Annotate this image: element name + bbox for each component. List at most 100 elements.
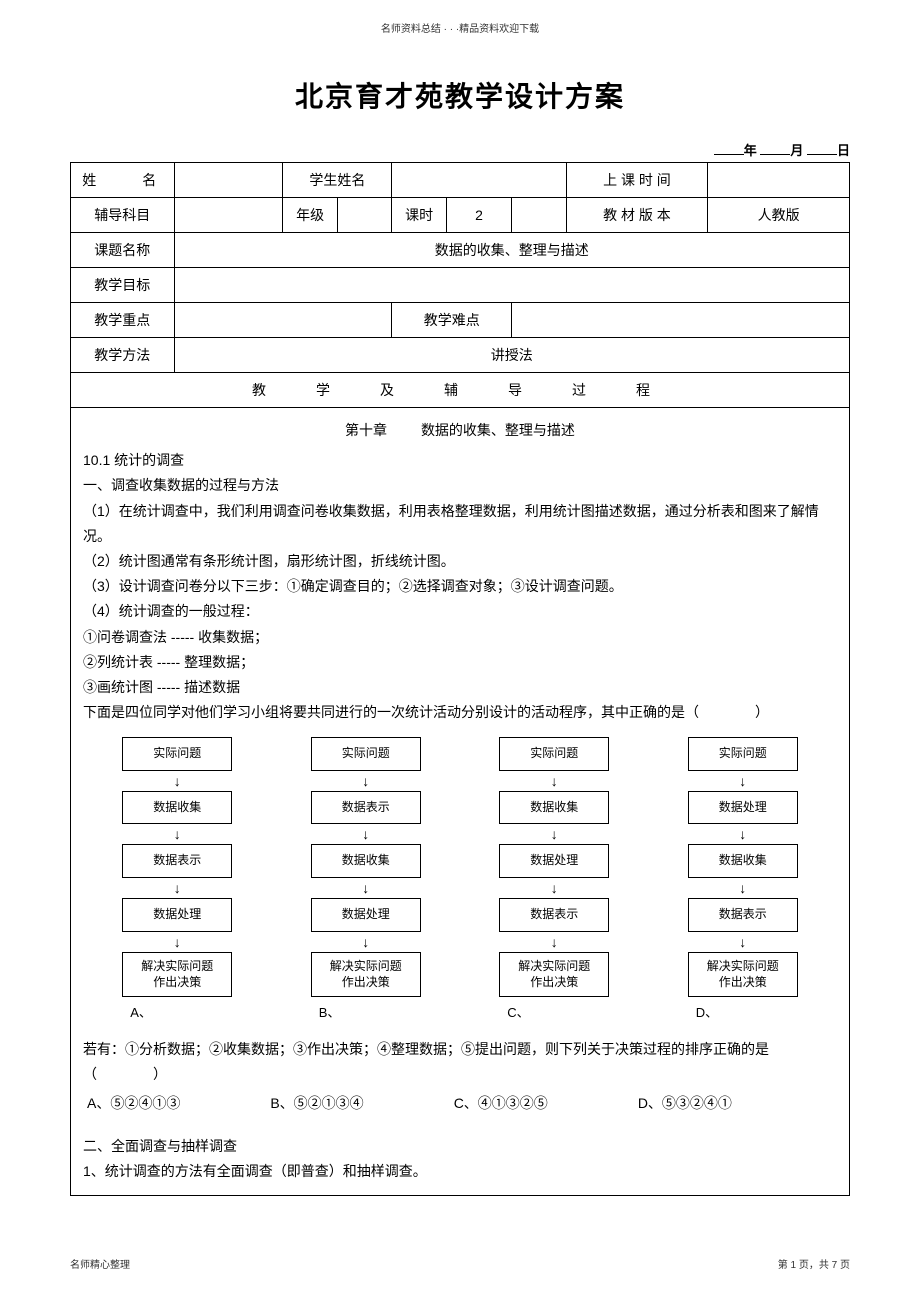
flow-box: 实际问题 [688,737,798,771]
time-value[interactable] [708,163,850,198]
chapter-name: 数据的收集、整理与描述 [421,422,575,438]
arrow-down-icon: ↓ [174,935,181,949]
textbook-label: 教 材 版 本 [566,198,708,233]
option-item: C、④①③②⑤ [454,1091,548,1116]
name-value[interactable] [174,163,283,198]
flow-box: 实际问题 [311,737,421,771]
flowchart-column: 实际问题↓数据收集↓数据表示↓数据处理↓解决实际问题作出决策A、 [122,737,232,1024]
flowchart-column: 实际问题 ↓ 数据处理 ↓ 数据收集 ↓ 数据表示 ↓ 解决实际问题作出决策 D、 [688,737,798,1024]
subject-value[interactable] [174,198,283,233]
arrow-down-icon: ↓ [362,881,369,895]
arrow-down-icon: ↓ [551,935,558,949]
heading-2: 一、调查收集数据的过程与方法 [83,473,837,498]
flow-box: 解决实际问题作出决策 [311,952,421,998]
year-label: 年 [744,143,757,158]
flowchart-option-label: D、 [688,1001,718,1024]
arrow-down-icon: ↓ [551,827,558,841]
para-5: 1、统计调查的方法有全面调查（即普查）和抽样调查。 [83,1159,837,1184]
date-line: 年 月 日 [0,140,920,159]
heading-1: 10.1 统计的调查 [83,448,837,473]
focus-label: 教学重点 [71,303,175,338]
flow-box: 实际问题 [122,737,232,771]
flowchart-option-label: C、 [499,1001,529,1024]
flowchart-column: 实际问题 ↓ 数据表示 ↓ 数据收集 ↓ 数据处理 ↓ 解决实际问题作出决策 B、 [311,737,421,1024]
goal-label: 教学目标 [71,268,175,303]
student-label: 学生姓名 [283,163,392,198]
question-1: 下面是四位同学对他们学习小组将要共同进行的一次统计活动分别设计的活动程序，其中正… [83,700,837,725]
flow-box: 数据表示 [311,791,421,825]
student-value[interactable] [392,163,566,198]
lesson-plan-table: 姓 名 学生姓名 上 课 时 间 辅导科目 年级 课时 2 教 材 版 本 人教… [70,162,850,1196]
question-2-options: A、⑤②④①③ B、⑤②①③④ C、④①③②⑤ D、⑤③②④① [83,1091,837,1116]
question-2: 若有：①分析数据；②收集数据；③作出决策；④整理数据；⑤提出问题，则下列关于决策… [83,1037,837,1087]
flowchart-column: 实际问题 ↓ 数据收集 ↓ 数据处理 ↓ 数据表示 ↓ 解决实际问题作出决策 C、 [499,737,609,1024]
flow-box: 数据表示 [122,844,232,878]
flowcharts-row: 实际问题 ↓ 数据收集 ↓ 数据表示 ↓ 数据处理 ↓ 解决实际问题作出决策 A、 实际问题 ↓ 数据表… [83,737,837,1024]
footer-left: 名师精心整理 [70,1256,130,1271]
para-2: （2）统计图通常有条形统计图，扇形统计图，折线统计图。 [83,549,837,574]
flowchart-option-label: A、 [122,1001,152,1024]
difficulty-label: 教学难点 [392,303,512,338]
day-label: 日 [837,143,850,158]
para-1: （1）在统计调查中，我们利用调查问卷收集数据，利用表格整理数据，利用统计图描述数… [83,499,837,549]
topic-label: 课题名称 [71,233,175,268]
heading-3: 二、全面调查与抽样调查 [83,1134,837,1159]
method-value: 讲授法 [174,338,850,373]
page-footer: 名师精心整理 第 1 页，共 7 页 [70,1256,850,1271]
para-4: （4）统计调查的一般过程： [83,599,837,624]
option-item: D、⑤③②④① [638,1091,732,1116]
arrow-down-icon: ↓ [362,827,369,841]
content-body: 第十章 数据的收集、整理与描述 10.1 统计的调查 一、调查收集数据的过程与方… [71,408,850,1196]
flow-box: 数据处理 [499,844,609,878]
grade-value[interactable] [337,198,391,233]
name-label: 姓 名 [71,163,175,198]
flow-box: 解决实际问题作出决策 [122,952,232,998]
arrow-down-icon: ↓ [551,774,558,788]
flow-box: 解决实际问题作出决策 [688,952,798,998]
hours-value: 2 [446,198,511,233]
arrow-down-icon: ↓ [739,935,746,949]
step-3: ③画统计图 ----- 描述数据 [83,675,837,700]
flow-box: 数据表示 [499,898,609,932]
difficulty-value[interactable] [512,303,850,338]
arrow-down-icon: ↓ [362,935,369,949]
flow-box: 数据处理 [311,898,421,932]
topic-value: 数据的收集、整理与描述 [174,233,850,268]
flow-box: 数据收集 [688,844,798,878]
chapter-no: 第十章 [345,418,387,443]
goal-value[interactable] [174,268,850,303]
arrow-down-icon: ↓ [739,827,746,841]
focus-value[interactable] [174,303,392,338]
arrow-down-icon: ↓ [739,881,746,895]
option-item: B、⑤②①③④ [270,1091,363,1116]
flow-box: 实际问题 [499,737,609,771]
spacer [512,198,566,233]
flow-box: 数据表示 [688,898,798,932]
page-title: 北京育才苑教学设计方案 [0,75,920,115]
flow-box: 数据处理 [122,898,232,932]
flow-box: 解决实际问题作出决策 [499,952,609,998]
footer-right: 第 1 页，共 7 页 [778,1256,850,1271]
month-label: 月 [790,143,803,158]
option-item: A、⑤②④①③ [87,1091,180,1116]
arrow-down-icon: ↓ [551,881,558,895]
textbook-value: 人教版 [708,198,850,233]
arrow-down-icon: ↓ [174,881,181,895]
arrow-down-icon: ↓ [174,827,181,841]
arrow-down-icon: ↓ [739,774,746,788]
para-3: （3）设计调查问卷分以下三步：①确定调查目的；②选择调查对象；③设计调查问题。 [83,574,837,599]
time-label: 上 课 时 间 [566,163,708,198]
flow-box: 数据处理 [688,791,798,825]
grade-label: 年级 [283,198,337,233]
arrow-down-icon: ↓ [362,774,369,788]
flow-box: 数据收集 [499,791,609,825]
arrow-down-icon: ↓ [174,774,181,788]
step-1: ①问卷调查法 ----- 收集数据； [83,625,837,650]
flow-box: 数据收集 [311,844,421,878]
subject-label: 辅导科目 [71,198,175,233]
flowchart-option-label: B、 [311,1001,341,1024]
section-header: 教 学 及 辅 导 过 程 [71,373,850,408]
method-label: 教学方法 [71,338,175,373]
step-2: ②列统计表 ----- 整理数据； [83,650,837,675]
hours-label: 课时 [392,198,446,233]
